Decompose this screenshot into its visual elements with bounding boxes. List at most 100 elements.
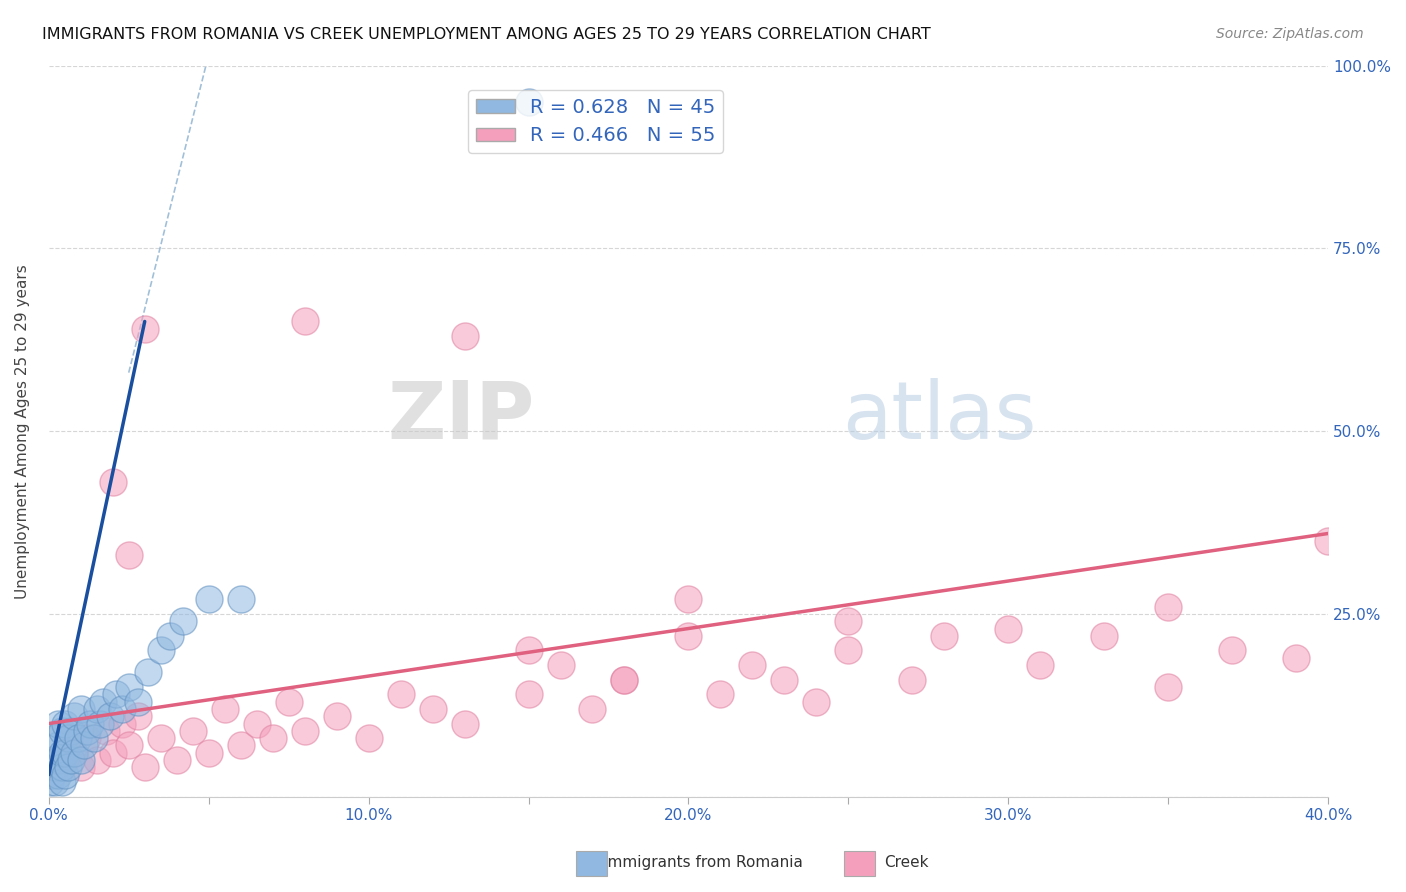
Point [44,731,66,746]
Point [134,760,156,774]
Point [325,709,347,723]
Point [51,760,73,774]
Point [104,687,127,701]
Point [118,680,141,694]
Point [453,716,475,731]
Point [773,673,796,687]
Point [149,731,172,746]
Point [53,746,76,760]
Point [41,768,63,782]
Point [277,695,299,709]
Point [550,658,572,673]
Point [613,673,636,687]
Point [149,643,172,657]
Point [294,314,316,328]
Point [63,746,86,760]
Point [709,687,731,701]
Point [837,614,859,628]
Point [197,746,219,760]
Point [91,695,114,709]
Point [39,775,62,789]
Point [118,549,141,563]
Point [214,702,236,716]
Point [997,622,1019,636]
Text: Source: ZipAtlas.com: Source: ZipAtlas.com [1216,27,1364,41]
Point [678,592,700,607]
Y-axis label: Unemployment Among Ages 25 to 29 years: Unemployment Among Ages 25 to 29 years [15,264,30,599]
Point [86,702,108,716]
Point [111,716,134,731]
Point [357,731,380,746]
Point [934,629,956,643]
Point [111,702,134,716]
Point [181,723,204,738]
Text: Creek: Creek [884,855,929,870]
Point [678,629,700,643]
Point [517,95,540,110]
Point [101,746,124,760]
Point [51,746,73,760]
Point [127,695,149,709]
Point [69,760,91,774]
Point [44,775,66,789]
Point [69,753,91,767]
Point [51,775,73,789]
Point [837,643,859,657]
Point [134,322,156,336]
Point [262,731,284,746]
Point [389,687,412,701]
Point [53,753,76,767]
Point [246,716,269,731]
Point [197,592,219,607]
Point [96,723,118,738]
Point [60,723,83,738]
Point [1220,643,1243,657]
Point [229,739,252,753]
Point [41,753,63,767]
Point [76,731,98,746]
Point [422,702,444,716]
Point [60,753,83,767]
Point [229,592,252,607]
Point [172,614,194,628]
Legend: R = 0.628   N = 45, R = 0.466   N = 55: R = 0.628 N = 45, R = 0.466 N = 55 [468,90,723,153]
Point [101,475,124,490]
Point [53,768,76,782]
Text: Immigrants from Romania: Immigrants from Romania [603,855,803,870]
Point [118,739,141,753]
Point [166,753,188,767]
Point [901,673,924,687]
Point [76,723,98,738]
Point [56,731,79,746]
Point [98,709,121,723]
Text: atlas: atlas [842,377,1036,456]
Point [136,665,159,680]
Point [741,658,763,673]
Point [89,716,111,731]
Point [806,695,828,709]
Point [1317,533,1340,548]
Point [46,739,69,753]
Point [44,760,66,774]
Point [1029,658,1052,673]
Point [517,687,540,701]
Point [63,746,86,760]
Point [46,753,69,767]
Point [46,768,69,782]
Point [127,709,149,723]
Point [453,329,475,343]
Point [51,723,73,738]
Point [56,760,79,774]
Point [63,709,86,723]
Point [1157,680,1180,694]
Point [613,673,636,687]
Point [581,702,603,716]
Point [1285,650,1308,665]
Point [517,643,540,657]
Text: IMMIGRANTS FROM ROMANIA VS CREEK UNEMPLOYMENT AMONG AGES 25 TO 29 YEARS CORRELAT: IMMIGRANTS FROM ROMANIA VS CREEK UNEMPLO… [42,27,931,42]
Point [69,702,91,716]
Point [86,753,108,767]
Point [1092,629,1115,643]
Text: ZIP: ZIP [388,377,534,456]
Point [66,731,89,746]
